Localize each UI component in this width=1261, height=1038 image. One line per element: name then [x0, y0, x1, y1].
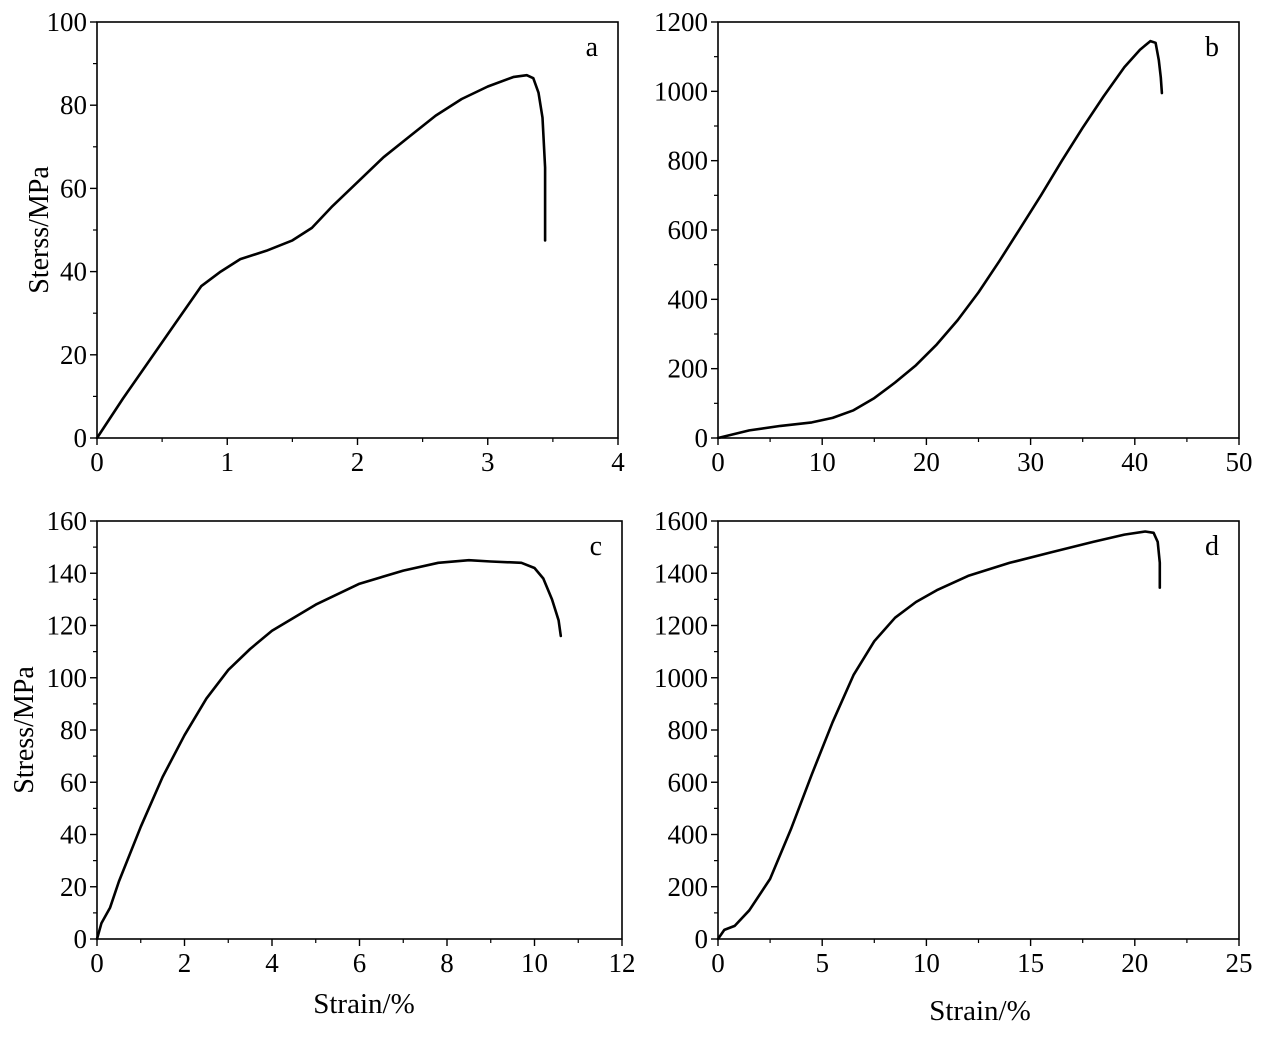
x-tick-label: 0: [711, 447, 725, 477]
x-tick-label: 10: [809, 447, 836, 477]
chart-panel-b: 0 10 20 30 40 50 0 200 400 600 800 1000 1200 b: [654, 7, 1253, 477]
x-tick-label: 12: [609, 948, 636, 978]
y-tick-label: 120: [47, 611, 88, 641]
x-tick-label: 20: [913, 447, 940, 477]
x-tick-label: 0: [90, 447, 104, 477]
x-axis-title: Strain/%: [929, 995, 1031, 1027]
x-tick-label: 2: [351, 447, 365, 477]
chart-panel-d: 0 5 10 15 20 25 0 200 400 600 800 1000 1200 1400 1600 d…: [654, 506, 1253, 1027]
y-tick-label: 80: [60, 90, 87, 120]
y-tick-label: 1200: [654, 7, 708, 37]
y-tick-label: 0: [74, 423, 88, 453]
panel-label: b: [1205, 32, 1219, 63]
y-tick-label: 800: [668, 715, 709, 745]
x-tick-label: 40: [1121, 447, 1148, 477]
y-tick-label: 400: [668, 820, 709, 850]
stress-strain-curve: [95, 73, 547, 440]
y-tick-label: 1200: [654, 611, 708, 641]
x-tick-label: 0: [90, 948, 104, 978]
stress-strain-curve: [716, 39, 1164, 440]
y-tick-label: 1400: [654, 558, 708, 588]
x-tick-label: 3: [481, 447, 495, 477]
y-tick-label: 80: [60, 715, 87, 745]
stress-strain-curve: [95, 558, 563, 941]
y-tick-label: 20: [60, 340, 87, 370]
x-tick-label: 6: [353, 948, 367, 978]
y-tick-label: 0: [695, 924, 709, 954]
x-tick-label: 30: [1017, 447, 1044, 477]
y-tick-label: 60: [60, 173, 87, 203]
x-tick-label: 10: [521, 948, 548, 978]
y-tick-label: 1600: [654, 506, 708, 536]
x-tick-label: 10: [913, 948, 940, 978]
y-tick-label: 600: [668, 767, 709, 797]
plot-frame: [96, 21, 619, 439]
stress-strain-curve: [716, 530, 1162, 941]
panel-label: c: [590, 531, 602, 562]
x-tick-label: 5: [815, 948, 829, 978]
x-tick-label: 15: [1017, 948, 1044, 978]
y-tick-label: 160: [47, 506, 88, 536]
y-axis-title: Sterss/MPa: [24, 166, 55, 294]
y-tick-label: 1000: [654, 663, 708, 693]
y-tick-label: 800: [668, 146, 709, 176]
y-tick-label: 200: [668, 872, 709, 902]
chart-panel-c: 0 2 4 6 8 10 12020406080100120140160cStress/MP…: [9, 506, 636, 1020]
x-tick-label: 25: [1226, 948, 1253, 978]
y-axis-title: Stress/MPa: [9, 666, 40, 794]
x-tick-label: 0: [711, 948, 725, 978]
x-axis-title: Strain/%: [313, 988, 415, 1020]
y-tick-label: 200: [668, 354, 709, 384]
y-tick-label: 0: [695, 423, 709, 453]
y-tick-label: 140: [47, 558, 88, 588]
x-tick-label: 4: [611, 447, 625, 477]
y-tick-label: 1000: [654, 76, 708, 106]
y-tick-label: 0: [74, 924, 88, 954]
y-tick-label: 600: [668, 215, 709, 245]
panel-label: a: [586, 32, 599, 63]
x-tick-label: 2: [178, 948, 192, 978]
x-tick-label: 50: [1226, 447, 1253, 477]
x-tick-label: 1: [221, 447, 235, 477]
y-tick-label: 100: [47, 7, 88, 37]
y-tick-label: 40: [60, 820, 87, 850]
y-tick-label: 60: [60, 767, 87, 797]
x-tick-label: 8: [440, 948, 454, 978]
panel-label: d: [1205, 531, 1219, 562]
x-tick-label: 20: [1121, 948, 1148, 978]
y-tick-label: 40: [60, 257, 87, 287]
y-tick-label: 100: [47, 663, 88, 693]
y-tick-label: 20: [60, 872, 87, 902]
y-tick-label: 400: [668, 284, 709, 314]
x-tick-label: 4: [265, 948, 279, 978]
